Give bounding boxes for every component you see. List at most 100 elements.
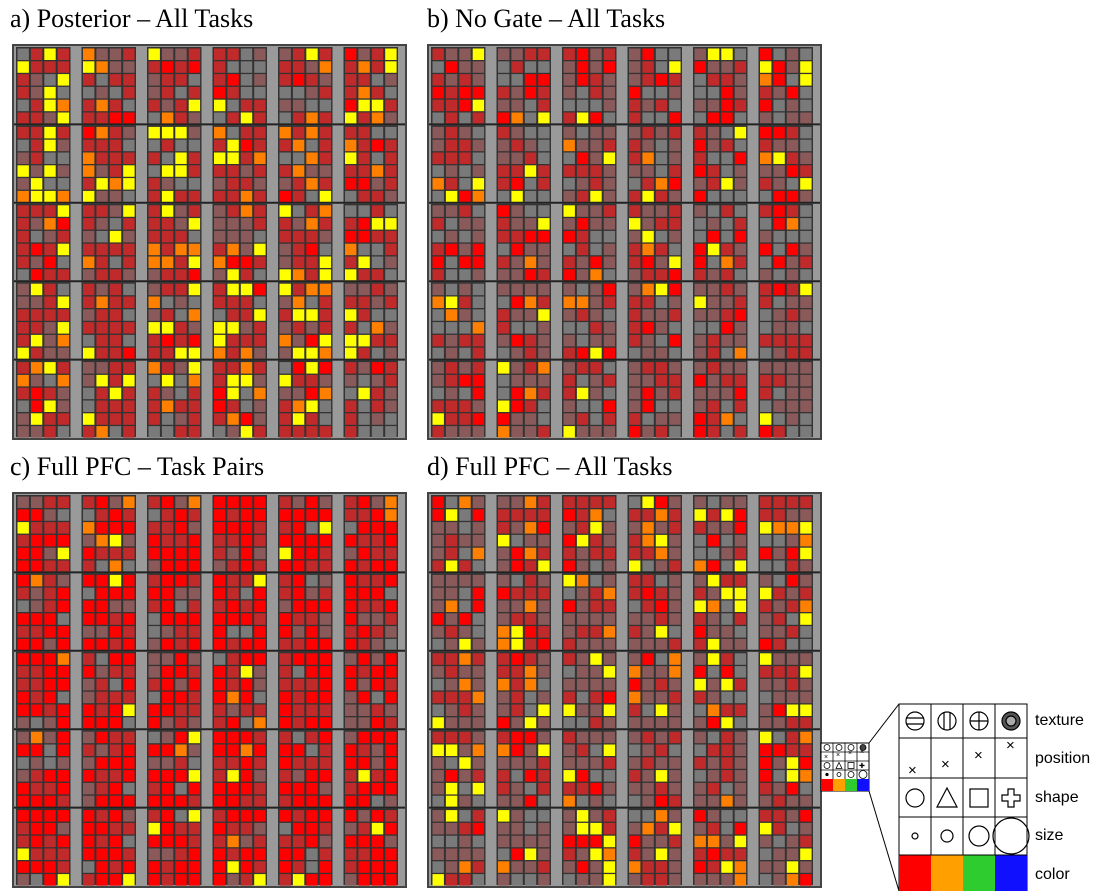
unit-cell (498, 509, 510, 521)
unit-cell (538, 218, 550, 230)
unit-cell (17, 218, 29, 230)
unit-cell (358, 374, 370, 387)
unit-cell (83, 178, 95, 190)
unit-cell (240, 230, 253, 243)
unit-cell (358, 509, 370, 521)
unit-cell (694, 560, 706, 572)
unit-cell (44, 691, 56, 704)
unit-cell (786, 770, 799, 782)
unit-cell (734, 256, 747, 268)
unit-cell (240, 534, 253, 547)
unit-cell (188, 283, 201, 296)
unit-cell (83, 782, 95, 795)
unit-cell (459, 48, 471, 60)
unit-cell (292, 638, 305, 651)
unit-cell (511, 638, 523, 651)
unit-cell (30, 205, 43, 217)
unit-cell (123, 691, 135, 704)
unit-cell (655, 678, 668, 691)
unit-cell (214, 296, 226, 308)
unit-cell (655, 178, 668, 190)
unit-cell (175, 626, 187, 638)
unit-cell (563, 322, 575, 334)
unit-cell (175, 770, 187, 782)
unit-cell (669, 822, 681, 835)
unit-cell (576, 509, 589, 521)
unit-cell (306, 496, 318, 508)
unit-cell (96, 99, 108, 112)
unit-cell (227, 347, 239, 360)
unit-cell (214, 744, 226, 756)
unit-cell (694, 256, 706, 268)
unit-cell (17, 99, 29, 112)
unit-cell (30, 717, 43, 729)
unit-cell (642, 638, 654, 651)
unit-cell (707, 874, 720, 886)
unit-cell (123, 334, 135, 347)
unit-cell (524, 810, 537, 822)
unit-cell (655, 205, 668, 217)
unit-cell (498, 48, 510, 60)
unit-cell (603, 587, 616, 600)
unit-cell (629, 99, 641, 112)
unit-cell (227, 230, 239, 243)
unit-cell (538, 296, 550, 308)
unit-block (147, 282, 202, 360)
unit-cell (96, 152, 108, 164)
unit-cell (319, 678, 332, 691)
unit-cell (655, 362, 668, 374)
unit-cell (83, 426, 95, 438)
unit-cell (123, 613, 135, 625)
unit-cell (96, 717, 108, 729)
unit-cell (760, 626, 772, 638)
unit-cell (17, 626, 29, 638)
unit-cell (17, 717, 29, 729)
unit-cell (694, 61, 706, 73)
unit-cell (707, 61, 720, 73)
unit-cell (292, 283, 305, 296)
unit-cell (319, 126, 332, 139)
unit-cell (83, 757, 95, 769)
unit-cell (669, 334, 681, 347)
unit-cell (306, 334, 318, 347)
unit-cell (109, 86, 122, 99)
unit-cell (734, 243, 747, 256)
unit-cell (786, 587, 799, 600)
unit-cell (445, 613, 458, 625)
unit-cell (655, 587, 668, 600)
unit-cell (773, 256, 785, 268)
unit-cell (188, 112, 201, 124)
unit-cell (175, 534, 187, 547)
unit-cell (17, 496, 29, 508)
unit-cell (254, 426, 266, 438)
unit-cell (538, 587, 550, 600)
unit-cell (707, 638, 720, 651)
unit-cell (292, 666, 305, 678)
unit-cell (669, 874, 681, 886)
unit-cell (721, 413, 733, 425)
unit-cell (83, 99, 95, 112)
unit-cell (511, 496, 523, 508)
unit-cell (642, 283, 654, 296)
unit-cell (358, 534, 370, 547)
unit-cell (227, 731, 239, 744)
unit-cell (319, 626, 332, 638)
unit-cell (511, 574, 523, 587)
unit-cell (292, 861, 305, 873)
unit-cell (800, 534, 812, 547)
unit-cell (629, 496, 641, 508)
unit-cell (371, 587, 384, 600)
unit-cell (642, 205, 654, 217)
unit-block (343, 730, 398, 808)
unit-cell (590, 560, 602, 572)
unit-cell (511, 387, 523, 400)
unit-cell (358, 717, 370, 729)
unit-cell (240, 205, 253, 217)
unit-cell (254, 347, 266, 360)
unit-cell (306, 400, 318, 412)
unit-cell (319, 717, 332, 729)
unit-cell (498, 126, 510, 139)
unit-cell (148, 99, 160, 112)
unit-cell (629, 770, 641, 782)
unit-cell (760, 48, 772, 60)
